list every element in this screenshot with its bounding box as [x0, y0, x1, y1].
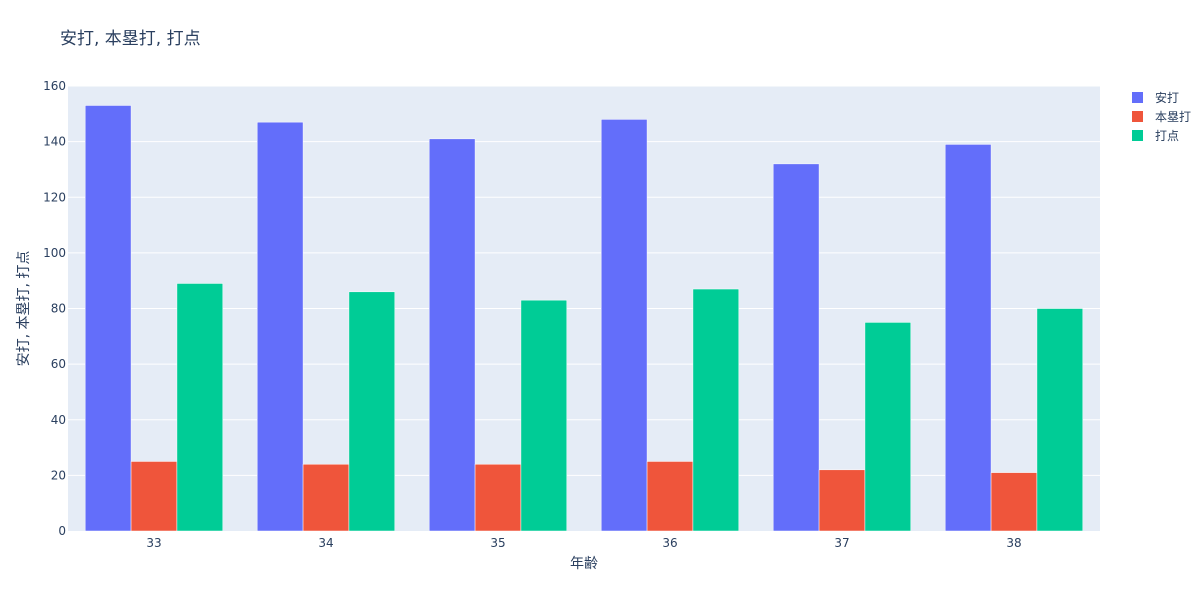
bar	[130, 461, 178, 532]
x-tick-label: 35	[490, 536, 505, 550]
x-axis-title: 年齢	[570, 556, 598, 572]
bar	[302, 464, 350, 532]
bar	[692, 288, 740, 532]
x-tick-label: 33	[146, 536, 161, 550]
legend-label: 安打	[1155, 90, 1179, 105]
y-tick-label: 20	[51, 468, 66, 482]
legend-label: 本塁打	[1155, 110, 1191, 124]
gridlines	[68, 85, 1100, 476]
bar	[818, 469, 866, 532]
bar	[646, 461, 694, 532]
bar	[1036, 308, 1084, 532]
legend-swatch	[1132, 130, 1143, 141]
x-tick-label: 37	[834, 536, 849, 550]
chart-title: 安打, 本塁打, 打点	[60, 29, 201, 49]
y-tick-label: 0	[58, 524, 66, 538]
bar	[176, 283, 224, 532]
y-tick-label: 80	[51, 302, 66, 316]
y-tick-label: 60	[51, 357, 66, 371]
bar	[84, 105, 132, 532]
legend-swatch	[1132, 92, 1143, 103]
bar	[428, 138, 476, 532]
x-axis: 33 34 35 36 37 38	[146, 536, 1021, 550]
y-tick-label: 40	[51, 413, 66, 427]
y-tick-label: 160	[43, 79, 66, 93]
y-tick-label: 100	[43, 246, 66, 260]
bar	[348, 291, 396, 532]
bar	[520, 299, 568, 532]
bar	[944, 144, 992, 532]
y-axis-title: 安打, 本塁打, 打点	[15, 251, 32, 367]
legend-label: 打点	[1155, 129, 1179, 143]
x-tick-label: 36	[662, 536, 677, 550]
bars	[84, 105, 1084, 532]
bar	[256, 121, 304, 532]
y-tick-label: 120	[43, 190, 66, 204]
x-tick-label: 34	[318, 536, 333, 550]
bar	[600, 119, 648, 532]
legend-swatch	[1132, 111, 1143, 122]
bar	[864, 322, 912, 532]
bar	[474, 464, 522, 532]
bar	[990, 472, 1038, 532]
bar	[772, 163, 820, 532]
y-axis: 0 20 40 60 80 100 120 140 160	[43, 79, 66, 538]
x-tick-label: 38	[1006, 536, 1021, 550]
y-tick-label: 140	[43, 135, 66, 149]
